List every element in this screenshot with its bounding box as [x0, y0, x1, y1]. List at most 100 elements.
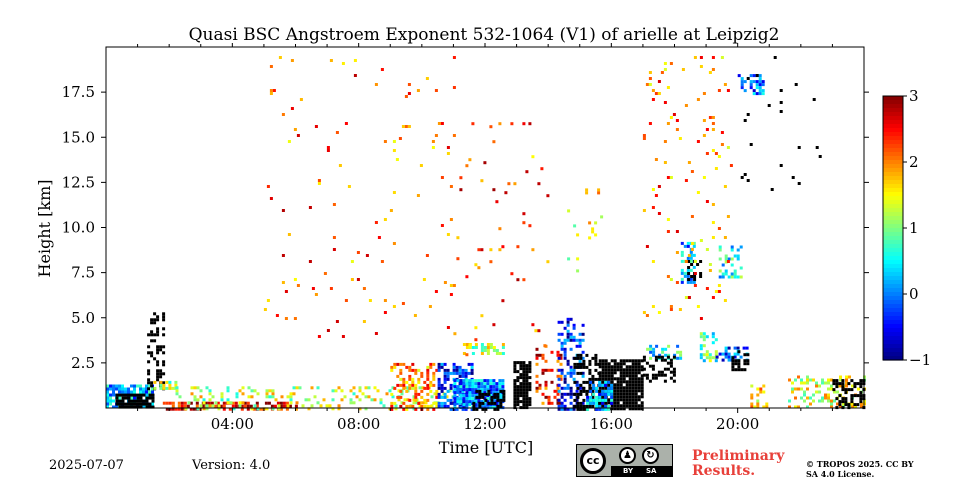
heatmap-cell	[165, 386, 169, 390]
heatmap-cell	[622, 359, 626, 363]
heatmap-cell	[411, 383, 415, 387]
colorbar-segment	[883, 316, 903, 321]
heatmap-cell	[714, 338, 718, 342]
heatmap-cell	[619, 368, 623, 372]
heatmap-cell	[269, 89, 273, 92]
heatmap-cell	[153, 312, 157, 316]
heatmap-cell	[426, 365, 430, 369]
heatmap-cell	[535, 356, 539, 360]
heatmap-cell	[538, 386, 542, 390]
heatmap-cell	[474, 343, 478, 346]
heatmap-cell	[452, 56, 456, 59]
heatmap-cell	[405, 365, 409, 369]
heatmap-cell	[586, 407, 590, 411]
heatmap-cell	[471, 388, 475, 392]
heatmap-cell	[226, 386, 230, 390]
heatmap-cell	[459, 385, 463, 389]
heatmap-cell	[581, 338, 585, 342]
heatmap-cell	[550, 350, 554, 354]
heatmap-cell	[162, 318, 166, 322]
heatmap-cell	[504, 191, 508, 195]
heatmap-cell	[723, 299, 727, 302]
heatmap-cell	[835, 382, 839, 386]
heatmap-cell	[646, 347, 650, 351]
heatmap-cell	[711, 203, 715, 206]
heatmap-cell	[145, 399, 149, 403]
heatmap-cell	[692, 244, 696, 248]
heatmap-cell	[453, 403, 457, 407]
heatmap-cell	[578, 338, 582, 342]
heatmap-cell	[604, 401, 608, 405]
heatmap-cell	[591, 230, 595, 234]
heatmap-cell	[492, 385, 496, 389]
cc-license-badge[interactable]: cc ♟ ↻ BY SA	[576, 444, 673, 477]
heatmap-cell	[582, 362, 586, 366]
heatmap-cell	[142, 399, 146, 403]
heatmap-cell	[462, 394, 466, 398]
heatmap-cell	[147, 372, 151, 376]
heatmap-cell	[446, 377, 450, 381]
heatmap-cell	[654, 355, 658, 359]
heatmap-cell	[440, 404, 444, 408]
colorbar-tick-label: 2	[909, 153, 919, 171]
heatmap-cell	[657, 311, 661, 314]
heatmap-cell	[592, 383, 596, 387]
heatmap-cell	[112, 390, 115, 394]
heatmap-cell	[585, 380, 589, 384]
heatmap-cell	[358, 407, 362, 411]
heatmap-cell	[153, 321, 157, 325]
heatmap-cell	[604, 368, 608, 372]
heatmap-cell	[572, 326, 576, 330]
heatmap-cell	[471, 385, 475, 389]
heatmap-cell	[815, 146, 819, 149]
heatmap-cell	[289, 398, 293, 402]
heatmap-cell	[468, 400, 472, 404]
heatmap-cell	[585, 404, 589, 408]
heatmap-cell	[592, 392, 596, 396]
heatmap-cell	[566, 320, 570, 324]
heatmap-cell	[689, 280, 693, 284]
heatmap-cell	[388, 389, 392, 393]
heatmap-cell	[416, 89, 420, 92]
heatmap-cell	[737, 350, 741, 354]
heatmap-cell	[362, 287, 366, 290]
heatmap-cell	[824, 381, 827, 385]
heatmap-cell	[604, 389, 608, 393]
heatmap-cell	[522, 394, 526, 398]
heatmap-cell	[145, 387, 148, 391]
heatmap-cell	[711, 332, 715, 336]
heatmap-cell	[243, 404, 247, 408]
heatmap-cell	[151, 387, 154, 391]
heatmap-cell	[367, 386, 371, 390]
heatmap-cell	[689, 268, 693, 272]
heatmap-cell	[145, 390, 148, 394]
heatmap-cell	[758, 80, 762, 84]
heatmap-cell	[654, 158, 658, 161]
heatmap-cell	[767, 104, 771, 107]
heatmap-cell	[604, 398, 608, 402]
heatmap-cell	[180, 407, 184, 411]
heatmap-cell	[535, 347, 539, 351]
heatmap-cell	[604, 395, 608, 399]
heatmap-cell	[528, 361, 532, 365]
heatmap-cell	[171, 404, 175, 408]
heatmap-cell	[601, 368, 605, 372]
heatmap-cell	[159, 380, 163, 384]
colorbar-segment	[883, 236, 903, 241]
heatmap-cell	[692, 241, 696, 245]
heatmap-cell	[579, 356, 583, 360]
heatmap-cell	[475, 389, 479, 393]
heatmap-cell	[724, 272, 728, 276]
heatmap-cell	[733, 352, 737, 356]
heatmap-cell	[806, 405, 809, 409]
heatmap-cell	[162, 333, 166, 337]
heatmap-cell	[489, 260, 493, 264]
heatmap-cell	[115, 399, 119, 403]
heatmap-cell	[455, 401, 459, 405]
heatmap-cell	[675, 281, 679, 284]
heatmap-cell	[525, 376, 529, 380]
heatmap-cell	[569, 317, 573, 321]
heatmap-cell	[162, 383, 166, 387]
heatmap-cell	[718, 248, 722, 252]
x-tick-label: 08:00	[337, 415, 380, 433]
